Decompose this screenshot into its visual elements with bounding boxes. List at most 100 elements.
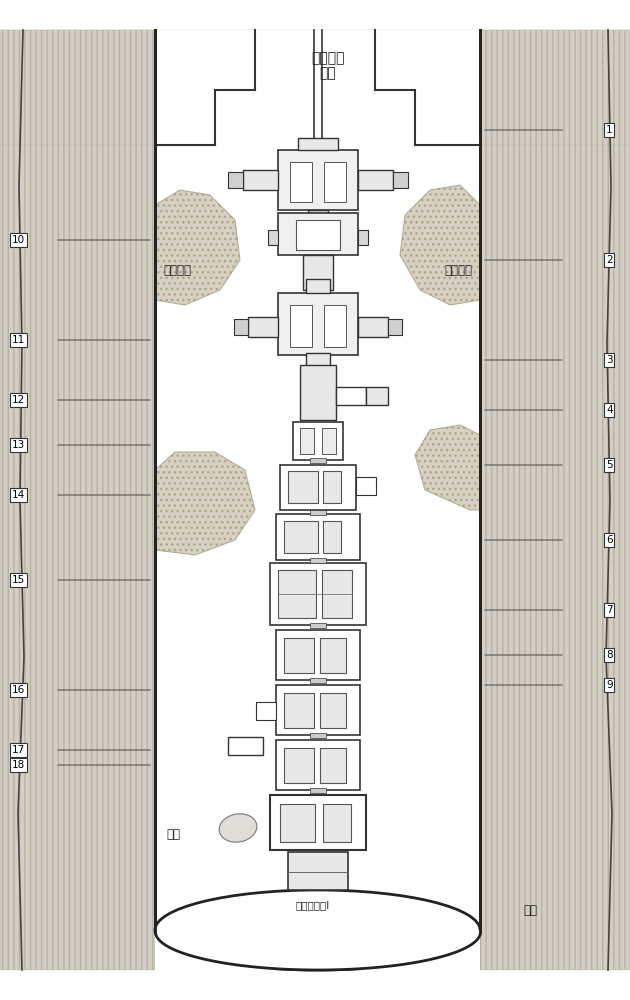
Bar	[276, 514, 360, 560]
Bar	[324, 162, 346, 202]
Bar	[276, 630, 360, 680]
Bar	[278, 570, 316, 618]
Bar	[284, 693, 314, 728]
Bar	[270, 563, 366, 625]
Bar	[290, 305, 312, 347]
Text: 2: 2	[606, 255, 612, 265]
Text: 14: 14	[12, 490, 25, 500]
Bar	[298, 138, 338, 150]
Bar	[290, 162, 312, 202]
Bar	[323, 471, 341, 503]
Bar	[284, 638, 314, 673]
Bar	[280, 804, 315, 842]
Bar	[234, 319, 248, 335]
Bar	[356, 477, 376, 495]
Bar	[310, 623, 326, 628]
Bar	[215, 90, 415, 145]
Bar	[228, 172, 243, 188]
Bar	[155, 930, 480, 970]
Bar	[270, 795, 366, 850]
Bar	[480, 30, 630, 970]
Bar	[320, 748, 346, 783]
Bar	[278, 150, 358, 210]
Polygon shape	[155, 190, 240, 305]
Text: 装置: 装置	[319, 66, 336, 80]
Bar	[310, 458, 326, 463]
Text: 7: 7	[606, 605, 612, 615]
Text: 8: 8	[606, 650, 612, 660]
Bar	[0, 30, 630, 145]
Bar	[300, 365, 336, 420]
Bar	[284, 748, 314, 783]
Bar	[256, 702, 276, 720]
Bar	[306, 353, 330, 367]
Bar	[278, 293, 358, 355]
Bar	[284, 521, 318, 553]
Text: 18: 18	[12, 760, 25, 770]
Polygon shape	[400, 185, 480, 305]
Bar	[243, 170, 278, 190]
Bar	[276, 740, 360, 790]
Bar	[388, 319, 402, 335]
Polygon shape	[155, 452, 255, 555]
Bar	[293, 422, 343, 460]
Text: 井筒: 井筒	[523, 904, 537, 916]
Bar	[0, 30, 155, 970]
Text: 12: 12	[12, 395, 25, 405]
Bar	[310, 558, 326, 563]
Bar	[268, 230, 278, 245]
Bar	[323, 521, 341, 553]
Bar	[358, 230, 368, 245]
Text: 11: 11	[12, 335, 25, 345]
Bar	[480, 30, 630, 970]
Bar	[393, 172, 408, 188]
Text: 17: 17	[12, 745, 25, 755]
Text: 1: 1	[606, 125, 612, 135]
Bar	[278, 213, 358, 255]
Bar	[0, 30, 155, 970]
Bar	[306, 279, 330, 293]
Bar	[336, 387, 366, 405]
Bar	[280, 465, 356, 510]
Bar	[276, 685, 360, 735]
Text: 双探测仪器I: 双探测仪器I	[296, 900, 330, 910]
Bar	[288, 471, 318, 503]
Bar	[310, 678, 326, 683]
Text: 5: 5	[606, 460, 612, 470]
Bar	[320, 638, 346, 673]
Text: 6: 6	[606, 535, 612, 545]
Text: 地层系统: 地层系统	[163, 263, 191, 276]
Bar	[300, 428, 314, 454]
Bar	[320, 693, 346, 728]
Text: 13: 13	[12, 440, 25, 450]
Bar	[0, 30, 630, 145]
Bar	[323, 804, 351, 842]
Bar	[255, 30, 375, 90]
Polygon shape	[415, 425, 480, 510]
Bar	[308, 210, 328, 225]
Ellipse shape	[155, 890, 480, 970]
Bar	[324, 305, 346, 347]
Bar	[288, 852, 348, 890]
Bar	[366, 387, 388, 405]
Bar	[248, 317, 278, 337]
Text: 液压动力: 液压动力	[311, 51, 345, 65]
Text: 地层系统: 地层系统	[444, 263, 472, 276]
Bar	[303, 255, 333, 290]
Text: 9: 9	[606, 680, 612, 690]
Text: 16: 16	[12, 685, 25, 695]
Bar	[310, 733, 326, 738]
Bar	[310, 510, 326, 515]
Bar	[322, 570, 352, 618]
Text: 10: 10	[12, 235, 25, 245]
Text: 3: 3	[606, 355, 612, 365]
Bar	[322, 428, 336, 454]
Bar	[228, 737, 263, 755]
Bar	[358, 317, 388, 337]
Bar	[155, 30, 480, 970]
Ellipse shape	[219, 814, 257, 842]
Bar	[358, 170, 393, 190]
Text: 4: 4	[606, 405, 612, 415]
Text: 15: 15	[12, 575, 25, 585]
Text: 泥浆: 泥浆	[166, 828, 180, 842]
